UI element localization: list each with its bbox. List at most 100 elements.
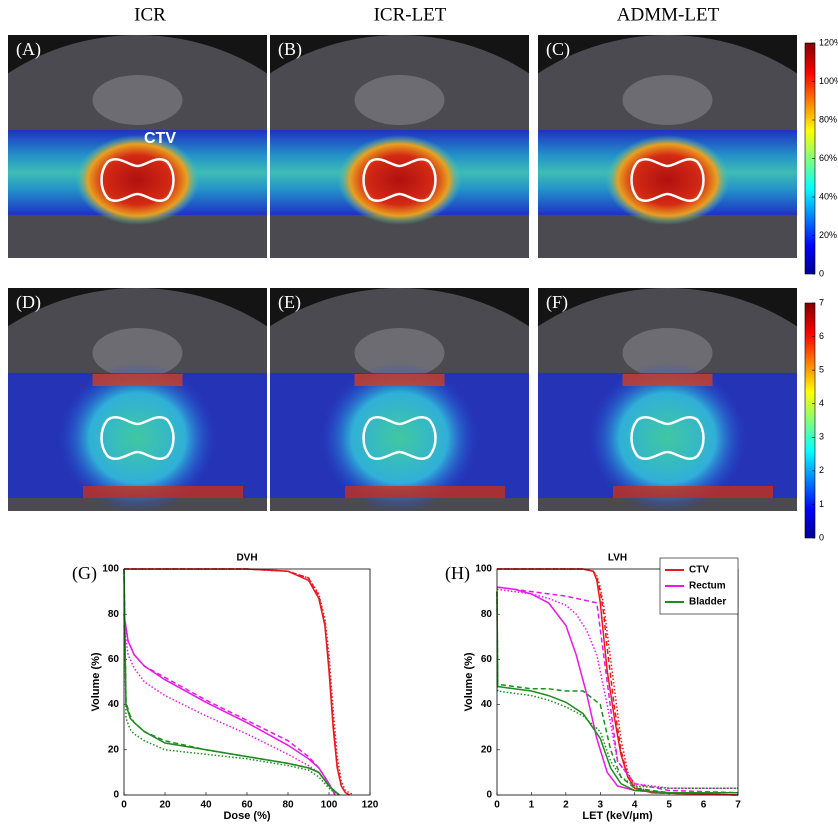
column-header: ADMM-LET <box>617 4 720 25</box>
legend-label: CTV <box>689 565 709 576</box>
colorbar-tick-label: 3 <box>819 432 824 442</box>
colorbar-tick-label: 40% <box>819 191 837 201</box>
x-tick-label: 80 <box>282 800 294 811</box>
series-line <box>496 591 738 794</box>
dose-hotspot <box>75 135 200 225</box>
y-tick-label: 60 <box>481 654 493 665</box>
legend-label: Rectum <box>689 581 726 592</box>
ctv-contour <box>630 158 705 202</box>
colorbar-tick-label: 0 <box>819 532 824 542</box>
colorbar-tick-label: 1 <box>819 499 824 509</box>
bone <box>92 75 183 125</box>
image-panel: (E) <box>270 288 529 511</box>
image-panel: (C) <box>538 35 797 258</box>
colorbar-tick-label: 2 <box>819 465 824 475</box>
series-line <box>123 625 336 796</box>
y-tick-label: 20 <box>108 744 120 755</box>
x-tick-label: 3 <box>598 800 604 811</box>
colorbar-tick-label: 20% <box>819 230 837 240</box>
let-hot-bottom <box>613 486 773 498</box>
panel-label: (G) <box>72 563 97 584</box>
panel-content <box>538 35 797 258</box>
colorbar-tick-label: 80% <box>819 114 837 124</box>
colorbar-tick-label: 100% <box>819 76 838 86</box>
image-panel: (F) <box>538 288 797 511</box>
panel-label: (C) <box>546 39 570 60</box>
y-tick-label: 40 <box>481 699 493 710</box>
colorbar-tick-label: 4 <box>819 398 824 408</box>
colorbar-tick-label: 60% <box>819 153 837 163</box>
x-tick-label: 4 <box>632 800 638 811</box>
series-line <box>124 568 350 796</box>
panel-content <box>8 35 267 258</box>
bone <box>354 328 445 378</box>
panel-label: (B) <box>278 39 302 60</box>
x-tick-label: 100 <box>321 800 338 811</box>
colorbar <box>804 302 816 539</box>
x-tick-label: 7 <box>735 800 741 811</box>
bone <box>354 75 445 125</box>
bone <box>622 75 713 125</box>
image-panel: (A) <box>8 35 267 258</box>
ctv-contour <box>100 416 175 460</box>
bone <box>92 328 183 378</box>
chart-title: LVH <box>608 553 627 564</box>
ctv-contour <box>630 416 705 460</box>
image-panel: (D) <box>8 288 267 511</box>
x-tick-label: 5 <box>666 800 672 811</box>
plot-frame <box>123 568 371 796</box>
colorbar-tick-label: 0 <box>819 268 824 278</box>
series-line <box>496 588 738 789</box>
x-axis-label: LET (keV/μm) <box>582 810 653 822</box>
annotation: CTV <box>144 130 176 147</box>
let-hot-top <box>622 374 713 386</box>
series-line <box>123 568 340 796</box>
x-tick-label: 0 <box>494 800 500 811</box>
y-tick-label: 20 <box>481 744 493 755</box>
y-tick-label: 80 <box>481 609 493 620</box>
y-tick-label: 100 <box>475 564 492 575</box>
ctv-contour <box>100 158 175 202</box>
x-tick-label: 40 <box>200 800 212 811</box>
panel-content <box>270 288 529 511</box>
x-axis-label: Dose (%) <box>223 810 270 822</box>
let-hot-top <box>92 374 183 386</box>
panel-label: (F) <box>546 292 568 313</box>
dose-hotspot <box>605 135 730 225</box>
ctv-contour <box>362 416 437 460</box>
colorbar-tick-label: 120% <box>819 37 838 47</box>
panel-content <box>270 35 529 258</box>
image-panel: (B) <box>270 35 529 258</box>
y-tick-label: 100 <box>102 564 119 575</box>
series-line <box>123 568 340 796</box>
let-hot-bottom <box>345 486 505 498</box>
panel-label: (A) <box>16 39 41 60</box>
dose-hotspot <box>337 135 462 225</box>
y-axis-label: Volume (%) <box>90 652 102 711</box>
let-hot-bottom <box>83 486 243 498</box>
panel-content <box>538 288 797 511</box>
series-line <box>496 591 738 789</box>
x-tick-label: 60 <box>241 800 253 811</box>
y-tick-label: 0 <box>486 790 492 801</box>
series-line <box>124 568 350 796</box>
x-tick-label: 1 <box>529 800 535 811</box>
colorbar-tick-label: 6 <box>819 331 824 341</box>
x-tick-label: 20 <box>159 800 171 811</box>
column-header: ICR <box>134 4 166 25</box>
panel-label: (D) <box>16 292 41 313</box>
bone <box>622 328 713 378</box>
let-region <box>57 363 218 511</box>
series-line <box>497 568 739 796</box>
let-region <box>587 363 748 511</box>
let-region <box>319 363 480 511</box>
y-tick-label: 40 <box>108 699 120 710</box>
series-line <box>123 568 340 796</box>
x-tick-label: 2 <box>563 800 569 811</box>
let-hot-top <box>354 374 445 386</box>
plot-frame <box>496 568 739 796</box>
x-tick-label: 0 <box>121 800 127 811</box>
y-tick-label: 80 <box>108 609 120 620</box>
y-tick-label: 60 <box>108 654 120 665</box>
